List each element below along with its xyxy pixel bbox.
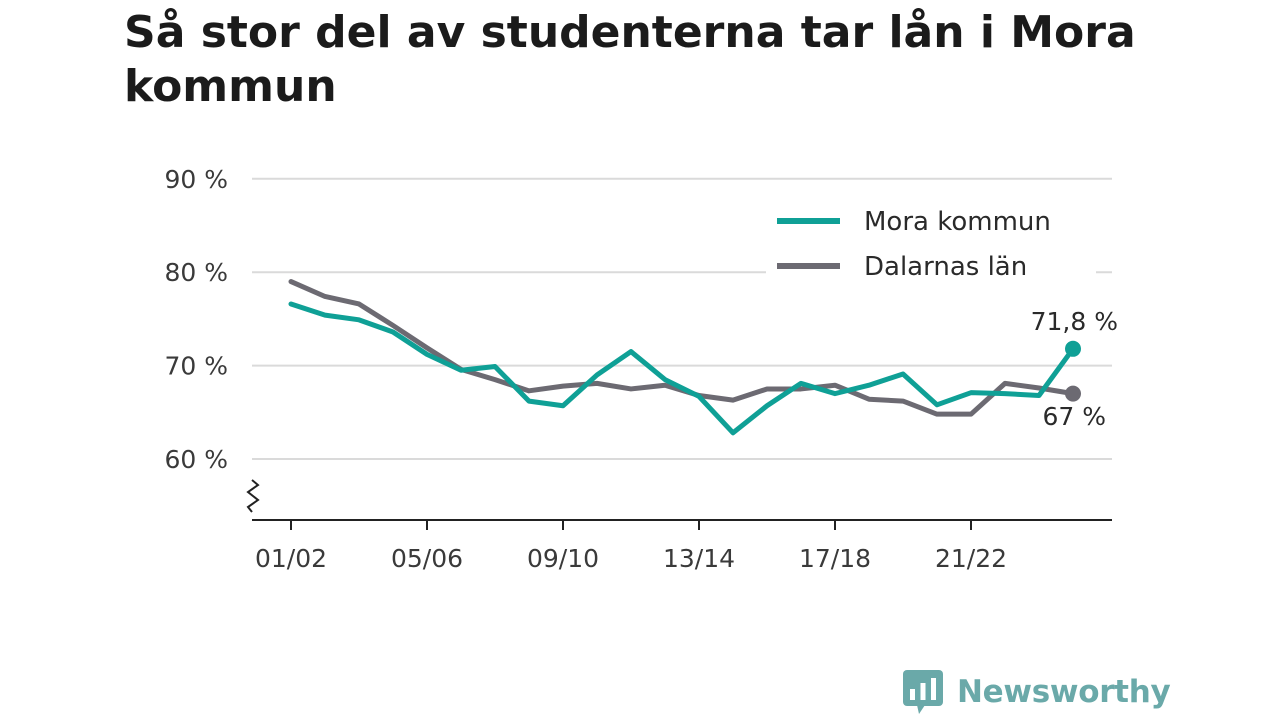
series-end-marker: [1065, 385, 1081, 402]
x-tick-label: 13/14: [663, 544, 735, 573]
end-value-label-mora: 71,8 %: [1031, 307, 1118, 336]
newsworthy-chart-bubble-icon: [903, 670, 943, 714]
end-value-label-dalarna: 67 %: [1042, 402, 1106, 431]
axis-break-icon: [246, 479, 260, 513]
y-tick-label: 70 %: [164, 352, 228, 381]
y-tick-label: 80 %: [164, 258, 228, 287]
brand: Newsworthy: [903, 670, 1171, 714]
brand-name: Newsworthy: [957, 674, 1171, 710]
x-tick-label: 09/10: [527, 544, 599, 573]
x-tick-label: 01/02: [255, 544, 327, 573]
series-lines: [288, 279, 1081, 436]
x-tick-label: 21/22: [935, 544, 1007, 573]
series-line-dalarnas-lan: [288, 279, 1076, 417]
legend-box: [766, 196, 1096, 286]
legend-label: Dalarnas län: [864, 252, 1027, 282]
x-tick-label: 17/18: [799, 544, 871, 573]
y-tick-label: 90 %: [164, 165, 228, 194]
x-tick-label: 05/06: [391, 544, 463, 573]
legend: Mora kommun Dalarnas län: [766, 196, 1096, 286]
series-end-marker: [1065, 340, 1081, 357]
axes: 60 % 70 % 80 % 90 % 01/02 05/06 09/10 13/14 17/1…: [164, 165, 1112, 573]
y-tick-label: 60 %: [164, 445, 228, 474]
chart-title: Så stor del av studenterna tar lån i Mor…: [124, 7, 1136, 112]
end-labels: 71,8 % 67 %: [1031, 307, 1118, 431]
legend-label: Mora kommun: [864, 207, 1051, 237]
series-line-mora-kommun: [288, 301, 1076, 436]
